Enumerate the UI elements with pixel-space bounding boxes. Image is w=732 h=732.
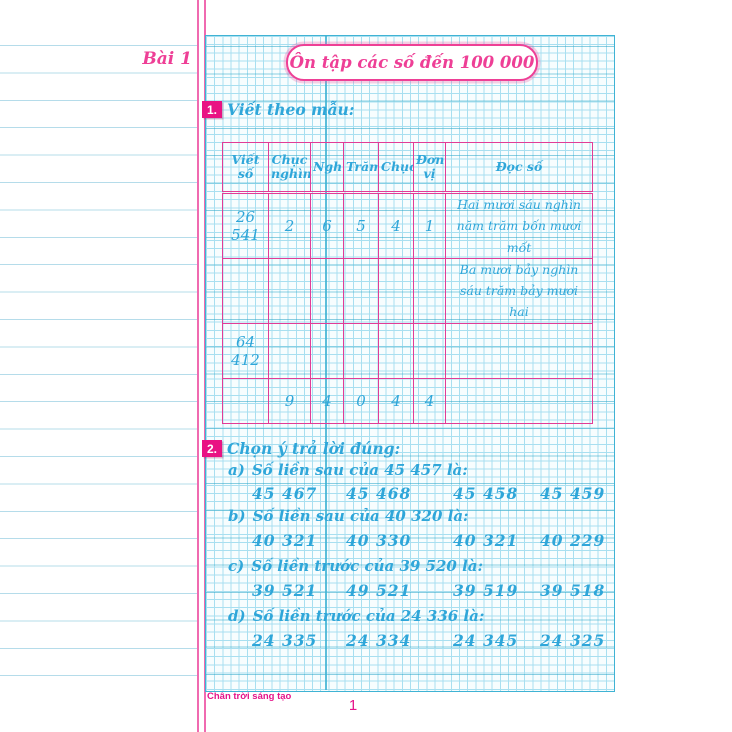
cell-digit: 4: [378, 192, 414, 259]
table-header-row: Viết số Chục nghìn Nghìn Trăm Chục Đơn v…: [222, 142, 593, 194]
question-b-prompt: Số liền sau của 40 320 là:: [252, 507, 469, 525]
option-c4: 39 518: [540, 581, 606, 600]
cell-digit: [310, 257, 344, 324]
option-d3: 24 345: [453, 631, 519, 650]
cell-digit: 5: [343, 192, 379, 259]
header-doc-so: Đọc số: [445, 142, 593, 194]
question-c-prompt: Số liền trước của 39 520 là:: [251, 557, 484, 575]
publisher-footer: Chân trời sáng tạo: [207, 691, 292, 702]
cell-digit: 4: [310, 377, 344, 424]
option-d2: 24 334: [346, 631, 412, 650]
table-row: 26 541 2 6 5 4 1 Hai mươi sáu nghìn năm …: [222, 192, 593, 259]
cell-viet-so: [222, 257, 269, 324]
question-a-options: 45 467 45 468 45 458 45 459: [205, 484, 613, 506]
cell-digit: 1: [413, 192, 446, 259]
header-chuc-nghin: Chục nghìn: [268, 142, 311, 194]
option-d4: 24 325: [540, 631, 606, 650]
header-tram: Trăm: [343, 142, 379, 194]
cell-digit: 0: [343, 377, 379, 424]
question-c-label: c): [228, 557, 245, 575]
exercise2-number-badge: 2.: [202, 440, 222, 457]
question-d-prompt: Số liền trước của 24 336 là:: [252, 607, 485, 625]
option-b3: 40 321: [453, 531, 519, 550]
header-chuc: Chục: [378, 142, 414, 194]
cell-viet-so: [222, 377, 269, 424]
cell-digit: 4: [413, 377, 446, 424]
ruled-margin-lines: [0, 45, 197, 685]
exercise1-heading: Viết theo mẫu:: [227, 100, 355, 119]
header-don-vi: Đơn vị: [413, 142, 446, 194]
option-a1: 45 467: [252, 484, 318, 503]
cell-digit: [343, 257, 379, 324]
question-b-options: 40 321 40 330 40 321 40 229: [205, 531, 613, 553]
option-a4: 45 459: [540, 484, 606, 503]
cell-digit: [378, 322, 414, 379]
option-a3: 45 458: [453, 484, 519, 503]
question-a-prompt: Số liền sau của 45 457 là:: [251, 461, 468, 479]
table-row: Ba mươi bảy nghìn sáu trăm bảy mươi hai: [222, 257, 593, 324]
place-value-table: Viết số Chục nghìn Nghìn Trăm Chục Đơn v…: [222, 142, 593, 424]
cell-viet-so: 26 541: [222, 192, 269, 259]
cell-digit: 9: [268, 377, 311, 424]
question-b-text: b) Số liền sau của 40 320 là:: [228, 507, 469, 525]
cell-digit: [343, 322, 379, 379]
question-d-text: d) Số liền trước của 24 336 là:: [228, 607, 484, 625]
header-nghin: Nghìn: [310, 142, 344, 194]
cell-doc-so: [445, 377, 593, 424]
cell-digit: [310, 322, 344, 379]
question-a-text: a) Số liền sau của 45 457 là:: [228, 461, 468, 479]
option-a2: 45 468: [346, 484, 412, 503]
lesson-title-pill: Ôn tập các số đến 100 000: [286, 44, 538, 81]
cell-doc-so: Ba mươi bảy nghìn sáu trăm bảy mươi hai: [445, 257, 593, 324]
header-viet-so: Viết số: [222, 142, 269, 194]
cell-digit: [378, 257, 414, 324]
cell-viet-so: 64 412: [222, 322, 269, 379]
option-b1: 40 321: [252, 531, 318, 550]
cell-digit: [413, 257, 446, 324]
cell-digit: 4: [378, 377, 414, 424]
option-b4: 40 229: [540, 531, 606, 550]
cell-digit: [413, 322, 446, 379]
cell-digit: [268, 257, 311, 324]
option-c2: 49 521: [346, 581, 412, 600]
cell-doc-so: [445, 322, 593, 379]
question-c-text: c) Số liền trước của 39 520 là:: [228, 557, 483, 575]
exercise2-heading: Chọn ý trả lời đúng:: [227, 439, 401, 458]
question-a-label: a): [228, 461, 245, 479]
question-d-options: 24 335 24 334 24 345 24 325: [205, 631, 613, 653]
table-row: 64 412: [222, 322, 593, 379]
option-c1: 39 521: [252, 581, 318, 600]
cell-digit: 2: [268, 192, 311, 259]
table-row: 9 4 0 4 4: [222, 377, 593, 424]
question-c-options: 39 521 49 521 39 519 39 518: [205, 581, 613, 603]
cell-digit: [268, 322, 311, 379]
question-d-label: d): [228, 607, 246, 625]
option-c3: 39 519: [453, 581, 519, 600]
cell-doc-so: Hai mươi sáu nghìn năm trăm bốn mươi mốt: [445, 192, 593, 259]
option-b2: 40 330: [346, 531, 412, 550]
question-b-label: b): [228, 507, 246, 525]
exercise1-number-badge: 1.: [202, 101, 222, 118]
lesson-label: Bài 1: [142, 49, 192, 69]
cell-digit: 6: [310, 192, 344, 259]
option-d1: 24 335: [252, 631, 318, 650]
lesson-title: Ôn tập các số đến 100 000: [289, 53, 535, 72]
page-number: 1: [348, 697, 358, 714]
